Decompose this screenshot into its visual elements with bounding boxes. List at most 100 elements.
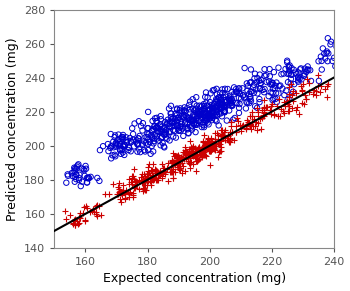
Point (127, 190, 132, 195)
Point (257, 72, 262, 77)
Point (255, 76, 260, 80)
Point (258, 78, 264, 82)
Point (170, 134, 176, 139)
Point (248, 126, 253, 131)
Point (190, 150, 196, 154)
Point (191, 118, 196, 123)
Point (205, 95, 210, 100)
Point (174, 106, 180, 111)
Point (205, 136, 211, 141)
Point (112, 133, 118, 138)
Point (190, 149, 195, 154)
Point (172, 117, 178, 122)
Point (114, 192, 120, 196)
Point (289, 106, 295, 111)
Point (186, 130, 191, 135)
Point (261, 114, 266, 118)
Point (145, 142, 151, 146)
Point (149, 168, 155, 173)
Point (195, 110, 201, 115)
Point (218, 106, 223, 111)
Point (249, 89, 254, 94)
Point (202, 148, 208, 152)
Point (163, 128, 169, 132)
Point (286, 108, 292, 113)
Point (285, 109, 290, 113)
Point (204, 146, 209, 150)
Point (210, 107, 215, 111)
Point (218, 105, 223, 110)
Point (169, 119, 175, 124)
Point (176, 159, 181, 163)
Point (82, 218, 88, 222)
Point (149, 136, 155, 141)
Point (135, 142, 140, 147)
Point (126, 145, 132, 150)
Point (202, 145, 207, 149)
Point (164, 167, 169, 171)
Point (259, 108, 265, 112)
Point (175, 126, 181, 131)
Point (251, 85, 256, 90)
Point (148, 151, 153, 156)
Point (78, 216, 83, 221)
Point (119, 190, 125, 194)
Point (295, 76, 301, 80)
Point (298, 66, 304, 71)
Point (189, 153, 195, 157)
Point (89, 209, 95, 214)
Point (222, 86, 228, 91)
Point (183, 148, 188, 152)
Point (73, 172, 79, 177)
Point (197, 112, 203, 117)
Point (143, 135, 148, 139)
Point (176, 167, 182, 172)
Point (193, 153, 198, 157)
Point (193, 122, 198, 127)
Point (182, 120, 188, 125)
Point (311, 88, 317, 93)
Point (169, 124, 174, 129)
Point (228, 98, 233, 103)
Point (202, 118, 208, 123)
Point (76, 176, 82, 180)
Point (215, 140, 221, 145)
Point (120, 190, 126, 195)
Point (205, 136, 211, 141)
Point (261, 90, 267, 95)
Point (179, 161, 184, 166)
Point (205, 143, 211, 147)
Point (168, 111, 174, 116)
Point (272, 86, 278, 91)
Point (274, 100, 280, 104)
Point (208, 149, 214, 153)
Point (249, 109, 255, 114)
Point (79, 180, 85, 184)
Point (211, 143, 217, 148)
Point (173, 111, 178, 116)
Point (273, 91, 279, 95)
Point (120, 133, 126, 137)
Point (136, 147, 142, 152)
Point (142, 182, 148, 187)
Point (130, 132, 136, 136)
Point (174, 158, 180, 162)
Point (216, 149, 222, 154)
Point (199, 103, 205, 108)
Point (247, 123, 253, 127)
Point (334, 45, 340, 49)
Point (221, 134, 227, 138)
Point (231, 92, 237, 97)
Point (159, 162, 165, 166)
Point (244, 121, 250, 126)
Point (223, 100, 229, 105)
Point (310, 92, 316, 96)
Point (178, 157, 184, 162)
Point (198, 112, 204, 116)
Point (159, 135, 164, 139)
Point (214, 141, 219, 146)
Point (202, 140, 208, 145)
Point (156, 129, 161, 134)
Point (93, 212, 99, 216)
Point (236, 111, 242, 115)
